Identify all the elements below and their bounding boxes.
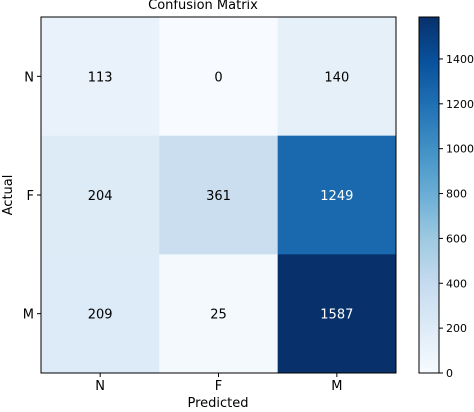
heatmap-cell (41, 17, 160, 137)
y-axis-label: Actual (1, 175, 16, 216)
heatmap-cell (159, 254, 279, 374)
colorbar-tick-label: 1400 (446, 53, 474, 66)
heatmap-cell (277, 135, 397, 255)
heatmap-cell (41, 135, 160, 255)
y-axis-ticks: N F M (23, 70, 41, 323)
colorbar-tick-label: 400 (446, 277, 467, 290)
colorbar-tick-label: 200 (446, 322, 467, 335)
cell-value-label: 1249 (320, 189, 353, 204)
heatmap-cell (277, 17, 397, 137)
colorbar-tick-label: 800 (446, 188, 467, 201)
cell-value-label: 204 (88, 189, 113, 204)
cell-value-label: 361 (206, 189, 231, 204)
x-tick-label: M (331, 379, 342, 394)
colorbar-tick-label: 0 (446, 367, 453, 380)
cell-value-label: 113 (88, 70, 113, 85)
cell-value-label: 0 (214, 70, 222, 85)
heatmap-cell (41, 254, 160, 374)
x-tick-label: F (215, 379, 222, 394)
cell-value-label: 25 (210, 308, 227, 323)
x-axis-label: Predicted (187, 396, 248, 411)
colorbar-tick-label: 600 (446, 232, 467, 245)
y-tick-label: M (23, 308, 34, 323)
colorbar (418, 16, 440, 374)
heatmap-cell (277, 254, 397, 374)
chart-title: Confusion Matrix (148, 0, 258, 13)
y-tick-label: N (24, 70, 34, 85)
cell-value-label: 209 (88, 308, 113, 323)
x-tick-label: N (95, 379, 105, 394)
cell-value-label: 140 (324, 70, 349, 85)
colorbar-ticks: 0 200 400 600 800 1000 1200 1400 (439, 53, 474, 380)
colorbar-tick-label: 1200 (446, 98, 474, 111)
heatmap-cells: 113 0 140 204 361 1249 209 25 1587 (41, 17, 397, 374)
colorbar-tick-label: 1000 (446, 143, 474, 156)
cell-value-label: 1587 (320, 308, 353, 323)
heatmap-cell (159, 135, 279, 255)
y-tick-label: F (27, 189, 34, 204)
heatmap-cell (159, 17, 279, 137)
